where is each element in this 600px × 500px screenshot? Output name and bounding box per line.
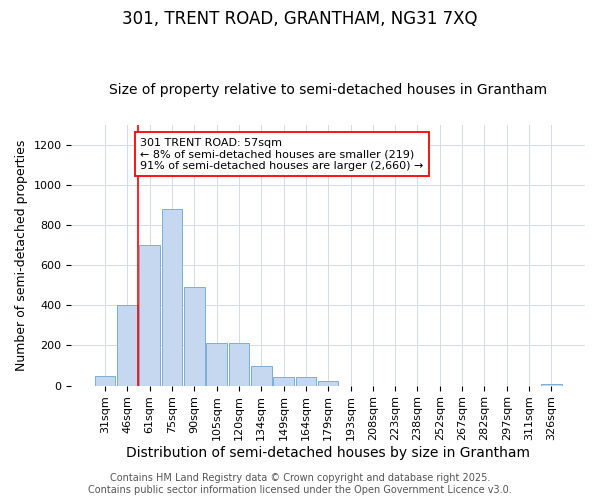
Title: Size of property relative to semi-detached houses in Grantham: Size of property relative to semi-detach… [109, 83, 547, 97]
Text: Contains HM Land Registry data © Crown copyright and database right 2025.
Contai: Contains HM Land Registry data © Crown c… [88, 474, 512, 495]
Bar [296, 376, 316, 386]
Bar [117, 306, 137, 386]
Bar [541, 384, 562, 386]
Bar [162, 209, 182, 386]
Bar [139, 245, 160, 386]
Bar [273, 376, 294, 386]
Y-axis label: Number of semi-detached properties: Number of semi-detached properties [15, 140, 28, 371]
Text: 301, TRENT ROAD, GRANTHAM, NG31 7XQ: 301, TRENT ROAD, GRANTHAM, NG31 7XQ [122, 10, 478, 28]
Text: 301 TRENT ROAD: 57sqm
← 8% of semi-detached houses are smaller (219)
91% of semi: 301 TRENT ROAD: 57sqm ← 8% of semi-detac… [140, 138, 424, 171]
Bar [251, 366, 272, 386]
Bar [206, 344, 227, 386]
Bar [184, 287, 205, 386]
Bar [318, 380, 338, 386]
Bar [229, 344, 249, 386]
X-axis label: Distribution of semi-detached houses by size in Grantham: Distribution of semi-detached houses by … [126, 446, 530, 460]
Bar [95, 376, 115, 386]
